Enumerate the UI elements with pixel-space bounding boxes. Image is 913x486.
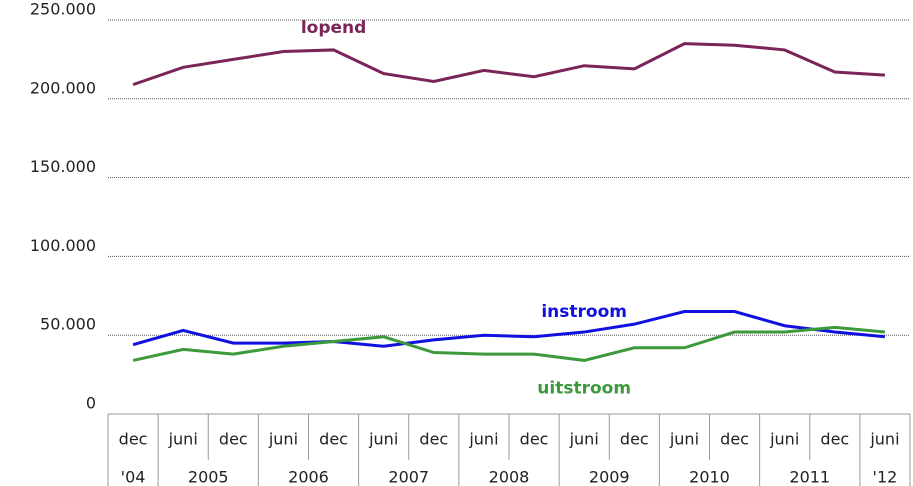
x-group-label: 2010 (689, 468, 730, 486)
x-group-label: '04 (121, 468, 146, 486)
series-label: instroom (541, 302, 627, 322)
y-tick-label: 200.000 (30, 78, 96, 97)
x-tick-label: dec (419, 430, 448, 449)
x-tick-label: juni (368, 430, 398, 449)
x-group-label: 2006 (288, 468, 329, 486)
x-group-label: '12 (873, 468, 898, 486)
series-label: lopend (301, 18, 366, 38)
x-tick-label: dec (219, 430, 248, 449)
y-tick-label: 150.000 (30, 157, 96, 176)
y-tick-label: 100.000 (30, 236, 96, 255)
x-tick-label: juni (468, 430, 498, 449)
x-group-label: 2008 (489, 468, 530, 486)
x-tick-label: juni (268, 430, 298, 449)
x-tick-label: dec (119, 430, 148, 449)
y-tick-label: 250.000 (30, 0, 96, 19)
x-tick-label: dec (720, 430, 749, 449)
series-label: uitstroom (537, 378, 631, 398)
x-tick-label: juni (168, 430, 198, 449)
series-line (132, 325, 886, 362)
x-tick-label: dec (820, 430, 849, 449)
x-tick-label: dec (620, 430, 649, 449)
series-line (132, 42, 886, 87)
x-tick-label: juni (869, 430, 899, 449)
x-tick-label: dec (520, 430, 549, 449)
x-group-label: 2005 (188, 468, 229, 486)
x-tick-label: juni (769, 430, 799, 449)
x-tick-label: juni (569, 430, 599, 449)
x-group-label: 2011 (789, 468, 830, 486)
x-tick-label: dec (319, 430, 348, 449)
x-group-label: 2007 (388, 468, 429, 486)
y-tick-label: 0 (86, 394, 96, 413)
x-tick-label: juni (669, 430, 699, 449)
series-line (132, 310, 886, 348)
x-group-label: 2009 (589, 468, 630, 486)
y-tick-label: 50.000 (40, 315, 96, 334)
